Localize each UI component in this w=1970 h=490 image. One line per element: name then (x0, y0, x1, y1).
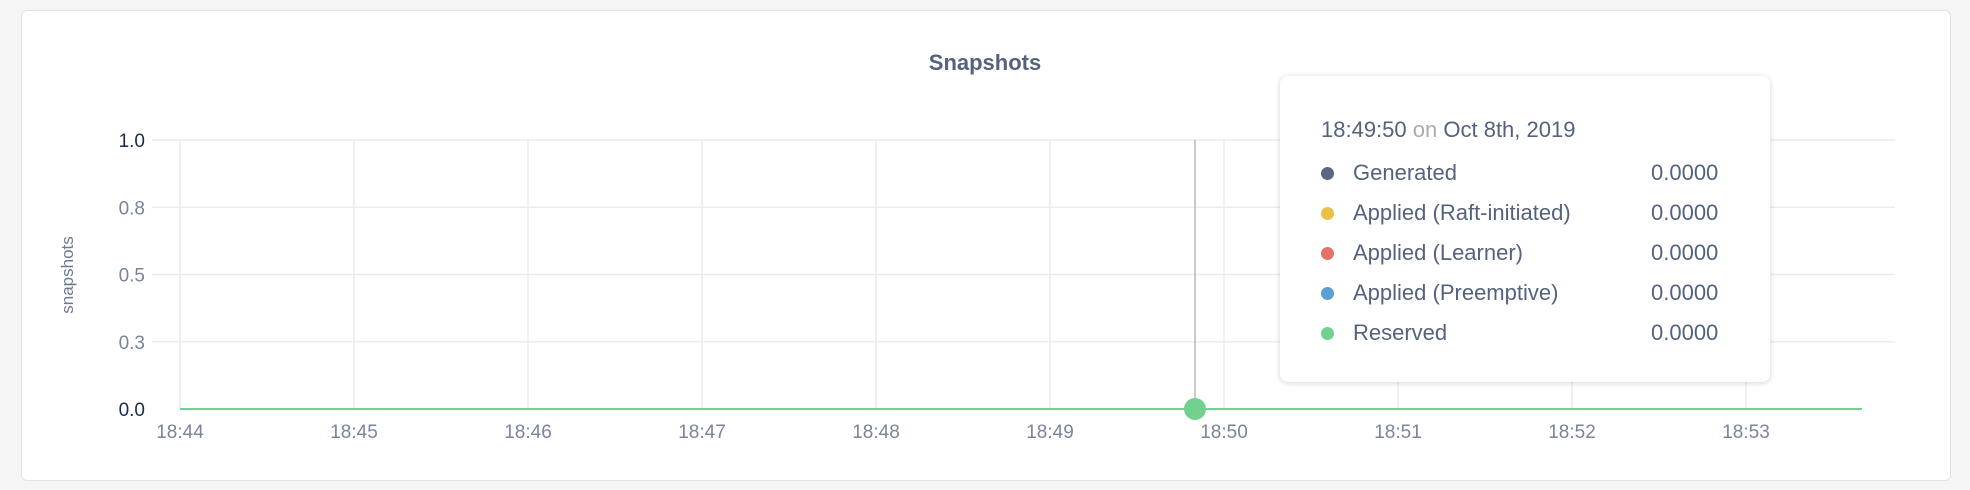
y-tick-label: 0.0 (119, 400, 145, 421)
tooltip-series-name: Applied (Learner) (1353, 240, 1523, 265)
tooltip-series-value: 0.0000 (1651, 280, 1719, 305)
chart-title: Snapshots (929, 50, 1041, 75)
series-dot-icon (1321, 326, 1334, 340)
x-tick-label: 18:52 (1548, 422, 1596, 443)
tooltip-series-name: Applied (Raft-initiated) (1353, 200, 1571, 225)
tooltip-on: on (1412, 117, 1438, 142)
tooltip-series-value: 0.0000 (1651, 240, 1719, 265)
series-dot-icon (1321, 286, 1334, 300)
tooltip-row: Applied (Learner) 0.0000 (1321, 233, 1770, 273)
y-axis-label: snapshots (58, 236, 77, 314)
hover-point (1184, 398, 1206, 420)
y-tick-label: 0.8 (119, 198, 145, 219)
x-tick-label: 18:45 (330, 422, 378, 443)
x-tick-label: 18:49 (1026, 422, 1074, 443)
series-dot-icon (1321, 206, 1334, 220)
x-tick-label: 18:50 (1200, 422, 1248, 443)
y-tick-label: 0.5 (119, 266, 145, 287)
tooltip-row: Applied (Raft-initiated) 0.0000 (1321, 193, 1770, 233)
series-dot-icon (1321, 246, 1334, 260)
x-tick-label: 18:48 (852, 422, 900, 443)
y-tick-label: 1.0 (119, 131, 145, 152)
tooltip-header: 18:49:50 on Oct 8th, 2019 (1321, 117, 1770, 143)
series-dot-icon (1321, 166, 1334, 180)
x-tick-label: 18:53 (1722, 422, 1770, 443)
x-tick-label: 18:51 (1374, 422, 1422, 443)
x-tick-label: 18:46 (504, 422, 552, 443)
tooltip-row: Generated 0.0000 (1321, 153, 1770, 193)
y-tick-label: 0.3 (119, 333, 145, 354)
x-tick-label: 18:47 (678, 422, 726, 443)
tooltip-series-value: 0.0000 (1651, 320, 1719, 345)
tooltip-row: Applied (Preemptive) 0.0000 (1321, 273, 1770, 313)
tooltip-series-name: Reserved (1353, 320, 1448, 345)
tooltip-series-name: Applied (Preemptive) (1353, 280, 1559, 305)
chart-tooltip: 18:49:50 on Oct 8th, 2019 Generated 0.000… (1280, 76, 1770, 382)
tooltip-series-name: Generated (1353, 160, 1457, 185)
tooltip-series-value: 0.0000 (1651, 200, 1719, 225)
tooltip-row: Reserved 0.0000 (1321, 313, 1770, 353)
tooltip-date: Oct 8th, 2019 (1443, 117, 1576, 142)
x-tick-label: 18:44 (156, 422, 204, 443)
tooltip-series-value: 0.0000 (1651, 160, 1719, 185)
tooltip-time: 18:49:50 (1321, 117, 1407, 142)
